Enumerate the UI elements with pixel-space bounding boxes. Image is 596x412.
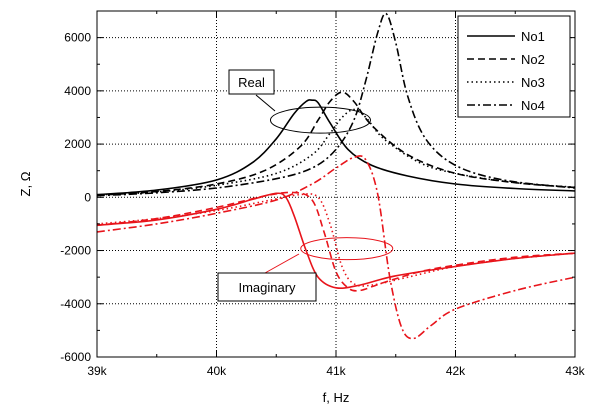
series-line-no2-real (97, 91, 575, 196)
x-axis-label: f, Hz (323, 390, 350, 405)
y-tick-label: -2000 (60, 244, 91, 258)
y-tick-label: 6000 (64, 31, 91, 45)
imaginary-label-box (217, 272, 317, 302)
axis-ticks: 39k 40k 41k 42k 43k -6000 -4000 -2000 0 2000 4000 6… (60, 11, 586, 378)
x-tick-label: 42k (446, 364, 466, 378)
y-tick-label: -4000 (60, 297, 91, 311)
legend-label-no3: No3 (521, 75, 545, 90)
x-tick-label: 39k (87, 364, 107, 378)
grid (97, 11, 575, 357)
y-tick-label: 2000 (64, 137, 91, 151)
annotations: Real Imaginary (217, 69, 394, 302)
y-tick-label: 4000 (64, 84, 91, 98)
imaginary-label: Imaginary (238, 280, 296, 295)
series-line-no4-real (97, 12, 575, 197)
series-line-no1-real (97, 99, 575, 196)
legend-label-no2: No2 (521, 52, 545, 67)
real-leader-line (255, 94, 276, 112)
legend-box (457, 15, 571, 118)
series-line-no4-imaginary (97, 155, 575, 340)
imaginary-ellipse (300, 237, 394, 261)
y-tick-label: 0 (84, 190, 91, 204)
series-lines (97, 12, 575, 340)
x-tick-label: 41k (326, 364, 346, 378)
real-ellipse (269, 106, 371, 134)
real-label-box (228, 69, 275, 95)
series-line-no3-imaginary (97, 193, 575, 287)
y-tick-label: -6000 (60, 350, 91, 364)
legend-label-no1: No1 (521, 29, 545, 44)
y-axis-label: Z, Ω (18, 171, 33, 196)
legend-label-no4: No4 (521, 98, 545, 113)
x-tick-label: 40k (207, 364, 227, 378)
legend: No1 No2 No3 No4 (457, 15, 571, 118)
real-label: Real (238, 75, 265, 90)
series-line-no1-imaginary (97, 192, 575, 290)
series-line-no2-imaginary (97, 191, 575, 292)
imaginary-leader-line (264, 253, 300, 274)
x-tick-label: 43k (565, 364, 585, 378)
